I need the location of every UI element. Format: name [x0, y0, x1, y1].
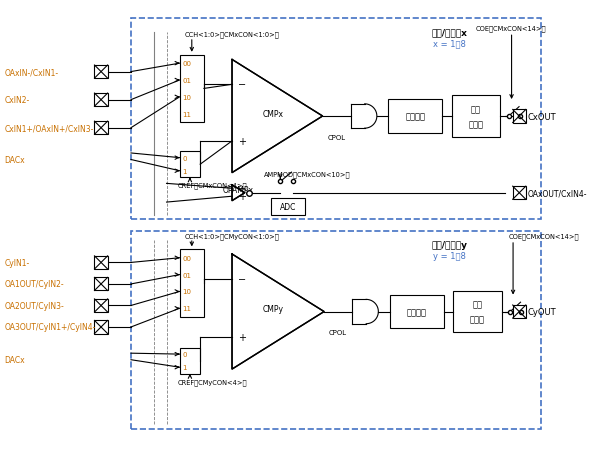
Text: +: + [238, 332, 245, 342]
Text: 数字: 数字 [473, 300, 483, 309]
Polygon shape [352, 300, 366, 324]
Text: 00: 00 [182, 61, 191, 67]
Bar [388, 100, 442, 133]
Bar [271, 198, 304, 215]
Text: 滤波/比较器x: 滤波/比较器x [431, 28, 467, 37]
Text: 10: 10 [182, 289, 191, 295]
Bar [179, 55, 204, 123]
Text: −: − [238, 275, 246, 285]
Text: 滤波器: 滤波器 [470, 315, 485, 324]
Bar [513, 187, 526, 200]
Text: DACx: DACx [5, 156, 25, 165]
Polygon shape [232, 254, 324, 369]
Text: ADC: ADC [280, 202, 296, 212]
Bar [94, 122, 107, 135]
Text: DACx: DACx [5, 355, 25, 364]
Polygon shape [232, 60, 323, 173]
Text: CxIN2-: CxIN2- [5, 96, 30, 105]
Polygon shape [232, 185, 245, 201]
Text: 数字: 数字 [471, 105, 481, 114]
Text: OAxIN-/CxIN1-: OAxIN-/CxIN1- [5, 68, 59, 77]
Bar [179, 348, 200, 374]
Text: 滤波/比较器y: 滤波/比较器y [431, 240, 467, 249]
Text: 1: 1 [182, 168, 187, 175]
Text: CMPy: CMPy [263, 304, 284, 313]
Text: 消隐功能: 消隐功能 [407, 308, 427, 316]
Text: CCH<1:0>（CMxCON<1:0>）: CCH<1:0>（CMxCON<1:0>） [184, 32, 279, 38]
Text: CxOUT: CxOUT [527, 112, 556, 121]
Bar [513, 305, 526, 318]
Bar [94, 256, 107, 269]
Bar [389, 295, 444, 329]
Bar [94, 299, 107, 312]
Text: CxIN1+/OAxIN+/CxIN3-: CxIN1+/OAxIN+/CxIN3- [5, 124, 94, 133]
Bar [179, 250, 204, 317]
Polygon shape [350, 105, 365, 129]
Text: OA1OUT/CyIN2-: OA1OUT/CyIN2- [5, 280, 64, 289]
Text: CMPx: CMPx [263, 110, 283, 119]
Text: COE（CMxCON<14>）: COE（CMxCON<14>） [509, 232, 579, 239]
Bar [94, 278, 107, 291]
Text: OA2OUT/CyIN3-: OA2OUT/CyIN3- [5, 301, 64, 310]
Bar [94, 321, 107, 334]
Text: 11: 11 [182, 306, 191, 312]
Text: −: − [238, 80, 246, 90]
Bar [179, 152, 200, 178]
Text: CCH<1:0>（CMyCON<1:0>）: CCH<1:0>（CMyCON<1:0>） [184, 232, 279, 239]
Text: CyIN1-: CyIN1- [5, 258, 30, 267]
Text: COE（CMxCON<14>）: COE（CMxCON<14>） [476, 25, 546, 32]
Text: OAxOUT/CxIN4-: OAxOUT/CxIN4- [527, 189, 587, 198]
Bar [453, 291, 502, 332]
Bar [513, 110, 526, 123]
Text: y = 1至8: y = 1至8 [432, 252, 466, 261]
Bar [94, 94, 107, 107]
Text: 01: 01 [182, 78, 191, 84]
Text: CPOL: CPOL [329, 329, 347, 336]
Text: 消隐功能: 消隐功能 [405, 112, 425, 121]
Text: CREF（CMxCON<4>）: CREF（CMxCON<4>） [178, 182, 247, 189]
Text: +: + [238, 137, 245, 147]
Text: OA3OUT/CyIN1+/CyIN4-: OA3OUT/CyIN1+/CyIN4- [5, 323, 96, 332]
Text: 0: 0 [182, 155, 187, 161]
Text: OPAMPx: OPAMPx [222, 186, 253, 195]
Text: 0: 0 [182, 351, 187, 357]
Text: 00: 00 [182, 255, 191, 261]
Text: −: − [238, 184, 246, 194]
Text: x = 1至8: x = 1至8 [432, 40, 466, 49]
Text: AMPMOD（CMxCON<10>）: AMPMOD（CMxCON<10>） [264, 171, 350, 177]
Text: CREF（CMyCON<4>）: CREF（CMyCON<4>） [178, 378, 247, 385]
Text: 滤波器: 滤波器 [468, 120, 484, 129]
Text: +: + [238, 192, 245, 202]
Text: 11: 11 [182, 111, 191, 117]
Bar [131, 231, 541, 429]
Text: CPOL: CPOL [327, 134, 345, 140]
Text: 1: 1 [182, 364, 187, 370]
Text: CyOUT: CyOUT [527, 308, 556, 316]
Bar [452, 96, 500, 137]
Text: 01: 01 [182, 272, 191, 278]
Text: 10: 10 [182, 95, 191, 101]
Bar [131, 19, 541, 220]
Bar [94, 66, 107, 79]
